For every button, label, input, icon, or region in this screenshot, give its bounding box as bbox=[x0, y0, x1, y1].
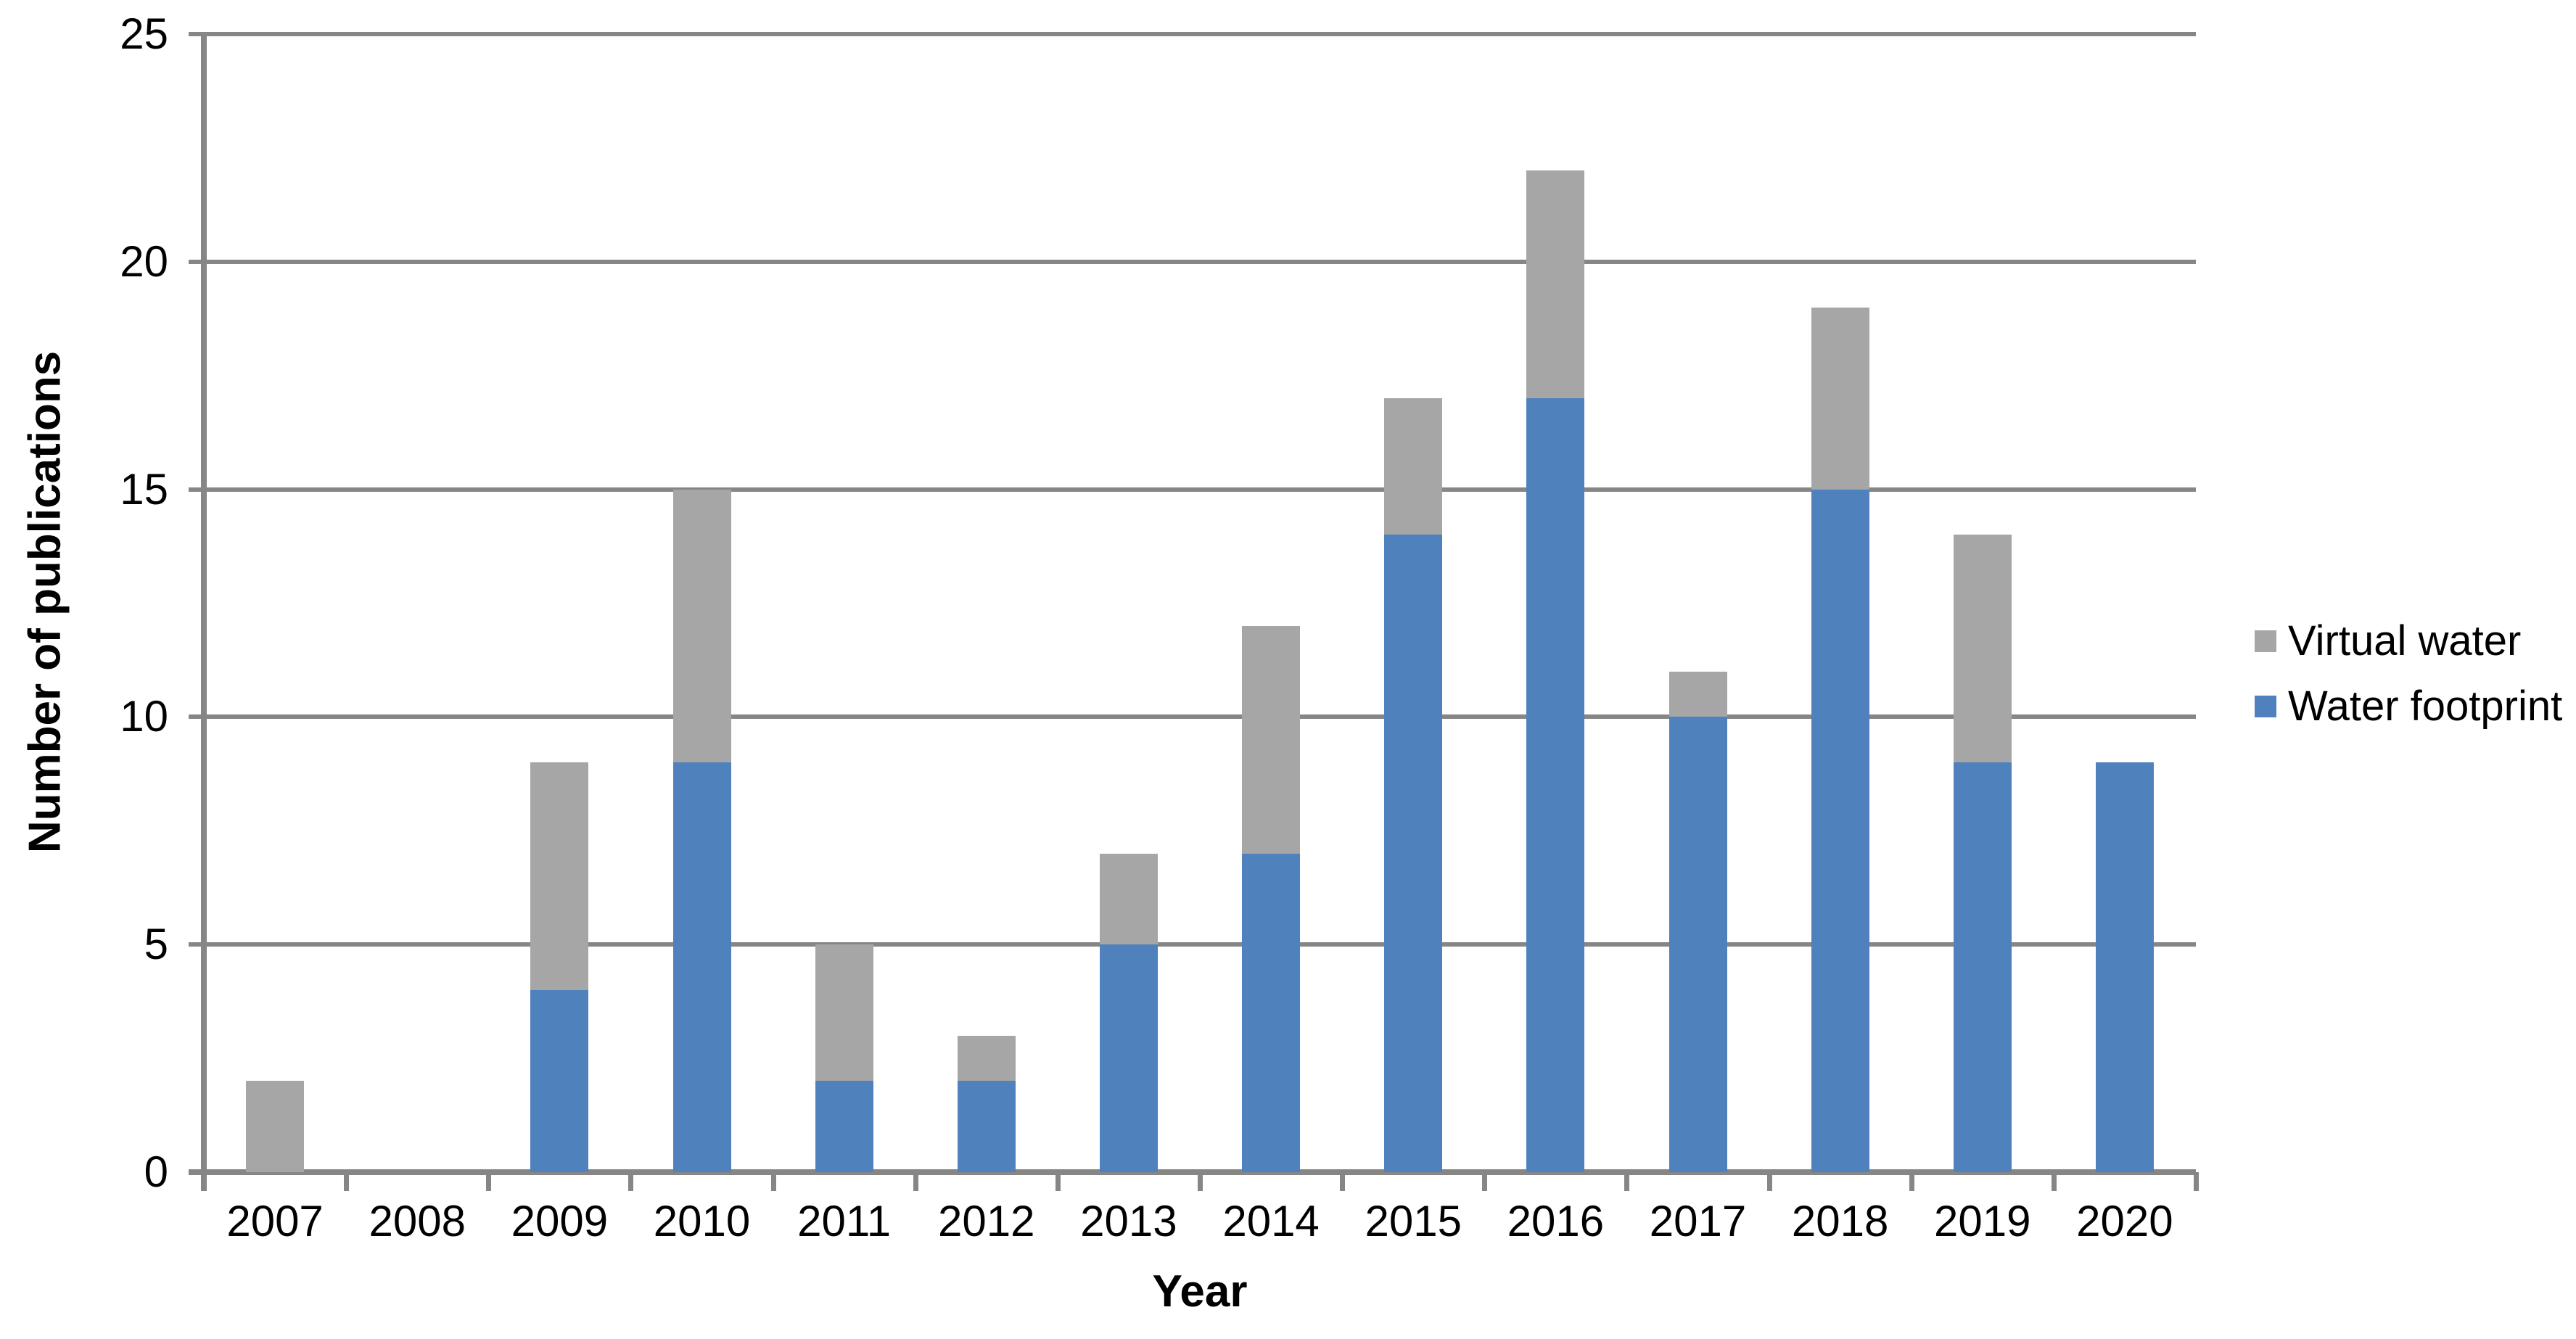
y-tick-label-0: 0 bbox=[144, 1148, 168, 1196]
bar-segment-water-footprint-2014 bbox=[1242, 853, 1301, 1172]
x-tick-label-2019: 2019 bbox=[1934, 1197, 2031, 1245]
y-axis-line bbox=[201, 34, 207, 1191]
bar-segment-water-footprint-2016 bbox=[1526, 398, 1585, 1172]
bar-segment-water-footprint-2011 bbox=[815, 1081, 873, 1172]
x-tick-label-2010: 2010 bbox=[653, 1197, 751, 1245]
bar-segment-virtual-water-2012 bbox=[957, 1035, 1016, 1082]
x-axis-tick bbox=[344, 1172, 350, 1191]
bar-segment-water-footprint-2010 bbox=[672, 762, 731, 1172]
x-tick-label-2009: 2009 bbox=[511, 1197, 609, 1245]
bar-segment-water-footprint-2017 bbox=[1668, 717, 1727, 1172]
bar-segment-virtual-water-2017 bbox=[1668, 671, 1727, 717]
y-axis-title: Number of publications bbox=[20, 350, 70, 854]
legend: Virtual water Water footprint bbox=[2255, 615, 2562, 746]
legend-label-virtual-water: Virtual water bbox=[2288, 617, 2522, 664]
legend-item-water-footprint: Water footprint bbox=[2255, 680, 2562, 733]
bar-segment-virtual-water-2019 bbox=[1953, 535, 2012, 763]
bar-segment-virtual-water-2007 bbox=[246, 1081, 305, 1172]
bar-segment-water-footprint-2015 bbox=[1384, 535, 1443, 1172]
gridline-25 bbox=[189, 32, 2196, 36]
x-axis-tick bbox=[913, 1172, 918, 1191]
x-tick-label-2007: 2007 bbox=[226, 1197, 324, 1245]
x-axis-tick bbox=[628, 1172, 634, 1191]
x-axis-tick bbox=[1624, 1172, 1630, 1191]
x-tick-label-2016: 2016 bbox=[1507, 1197, 1605, 1245]
gridline-5 bbox=[189, 942, 2196, 947]
x-axis-tick bbox=[2194, 1172, 2199, 1191]
bar-segment-virtual-water-2014 bbox=[1242, 625, 1301, 854]
bar-segment-virtual-water-2010 bbox=[672, 489, 731, 763]
x-tick-label-2012: 2012 bbox=[938, 1197, 1035, 1245]
x-tick-label-2013: 2013 bbox=[1080, 1197, 1177, 1245]
legend-label-water-footprint: Water footprint bbox=[2288, 683, 2563, 730]
x-tick-label-2015: 2015 bbox=[1365, 1197, 1462, 1245]
x-tick-label-2011: 2011 bbox=[797, 1197, 892, 1245]
x-axis-tick bbox=[1055, 1172, 1061, 1191]
y-tick-label-15: 15 bbox=[120, 464, 168, 514]
bar-segment-virtual-water-2015 bbox=[1384, 398, 1443, 535]
bar-segment-water-footprint-2009 bbox=[530, 989, 589, 1172]
bar-segment-water-footprint-2020 bbox=[2095, 762, 2154, 1172]
x-axis-line bbox=[189, 1169, 2196, 1175]
x-axis-title: Year bbox=[1152, 1266, 1248, 1317]
gridline-10 bbox=[189, 714, 2196, 720]
bar-segment-water-footprint-2019 bbox=[1953, 762, 2012, 1172]
y-tick-label-5: 5 bbox=[144, 920, 168, 969]
legend-item-virtual-water: Virtual water bbox=[2255, 615, 2562, 667]
y-tick-label-20: 20 bbox=[120, 236, 168, 286]
x-axis-tick bbox=[1766, 1172, 1772, 1191]
x-axis-tick bbox=[486, 1172, 492, 1191]
x-tick-label-2020: 2020 bbox=[2076, 1197, 2173, 1245]
y-tick-label-25: 25 bbox=[120, 9, 168, 58]
bar-segment-virtual-water-2013 bbox=[1099, 853, 1158, 945]
x-axis-tick bbox=[1909, 1172, 1914, 1191]
x-tick-label-2014: 2014 bbox=[1222, 1197, 1320, 1245]
x-axis-tick bbox=[1340, 1172, 1346, 1191]
x-axis-tick bbox=[1198, 1172, 1203, 1191]
bar-segment-water-footprint-2018 bbox=[1811, 489, 1869, 1172]
legend-swatch-virtual-water bbox=[2255, 630, 2276, 652]
bar-segment-virtual-water-2016 bbox=[1526, 170, 1585, 399]
bar-segment-water-footprint-2013 bbox=[1099, 944, 1158, 1172]
bar-segment-water-footprint-2012 bbox=[957, 1081, 1016, 1172]
bar-segment-virtual-water-2009 bbox=[530, 762, 589, 990]
x-axis-tick bbox=[770, 1172, 776, 1191]
bar-segment-virtual-water-2018 bbox=[1811, 307, 1869, 490]
gridline-20 bbox=[189, 259, 2196, 264]
x-tick-label-2008: 2008 bbox=[369, 1197, 466, 1245]
bar-segment-virtual-water-2011 bbox=[815, 944, 873, 1082]
x-tick-label-2017: 2017 bbox=[1649, 1197, 1747, 1245]
x-axis-tick bbox=[2051, 1172, 2057, 1191]
legend-swatch-water-footprint bbox=[2255, 696, 2276, 717]
x-tick-label-2018: 2018 bbox=[1791, 1197, 1889, 1245]
y-tick-label-10: 10 bbox=[120, 692, 168, 741]
gridline-15 bbox=[189, 487, 2196, 492]
x-axis-tick bbox=[1482, 1172, 1488, 1191]
